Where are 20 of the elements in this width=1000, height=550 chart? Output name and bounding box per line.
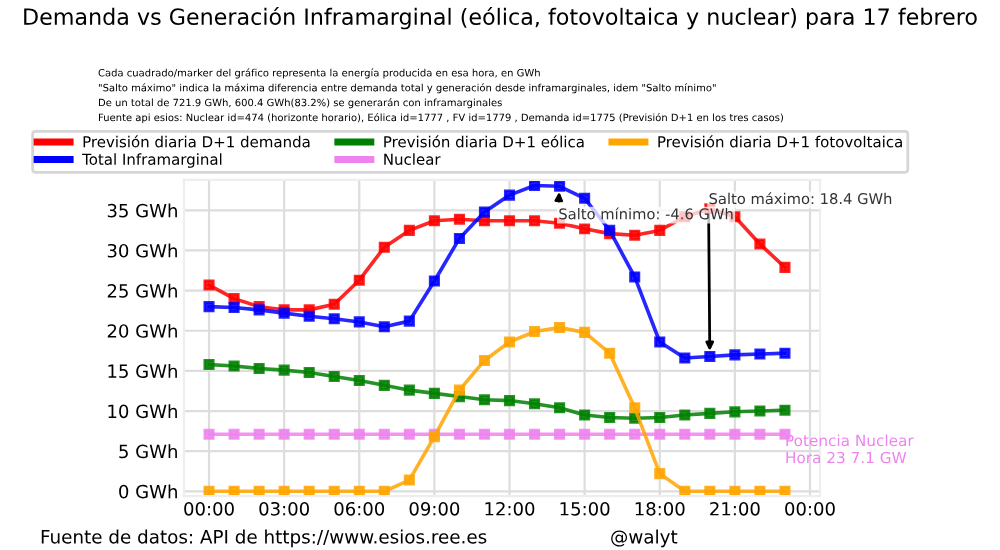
y-tick-label: 20 GWh [107,323,177,338]
y-tick-label: 10 GWh [108,404,177,419]
chart-title: Demanda vs Generación Inframarginal (eólica, fotovoltaica y nuclear) para 17 febrero [24,6,977,30]
x-tick-label: 18:00 [635,501,685,516]
x-tick-label: 03:00 [259,501,309,516]
x-tick-label: 15:00 [560,501,610,516]
x-tick-label: 09:00 [409,501,460,516]
y-tick-label: 25 GWh [107,283,177,298]
y-tick-label: 35 GWh [107,203,177,218]
x-tick-label: 00:00 [785,501,835,516]
y-tick-label: 15 GWh [108,364,177,378]
text: @walyt [611,529,678,548]
x-tick-label: 12:00 [485,501,535,516]
x-tick-label: 21:00 [710,501,760,516]
y-tick-label: 30 GWh [107,243,177,258]
x-tick-label: 00:00 [184,501,234,516]
y-tick-label: 5 GWh [119,444,177,459]
source-note: Fuente de datos: API de https://www.esios.ree.es [41,529,487,548]
x-tick-label: 06:00 [334,501,385,516]
y-tick-label: 0 GWh [119,484,177,499]
